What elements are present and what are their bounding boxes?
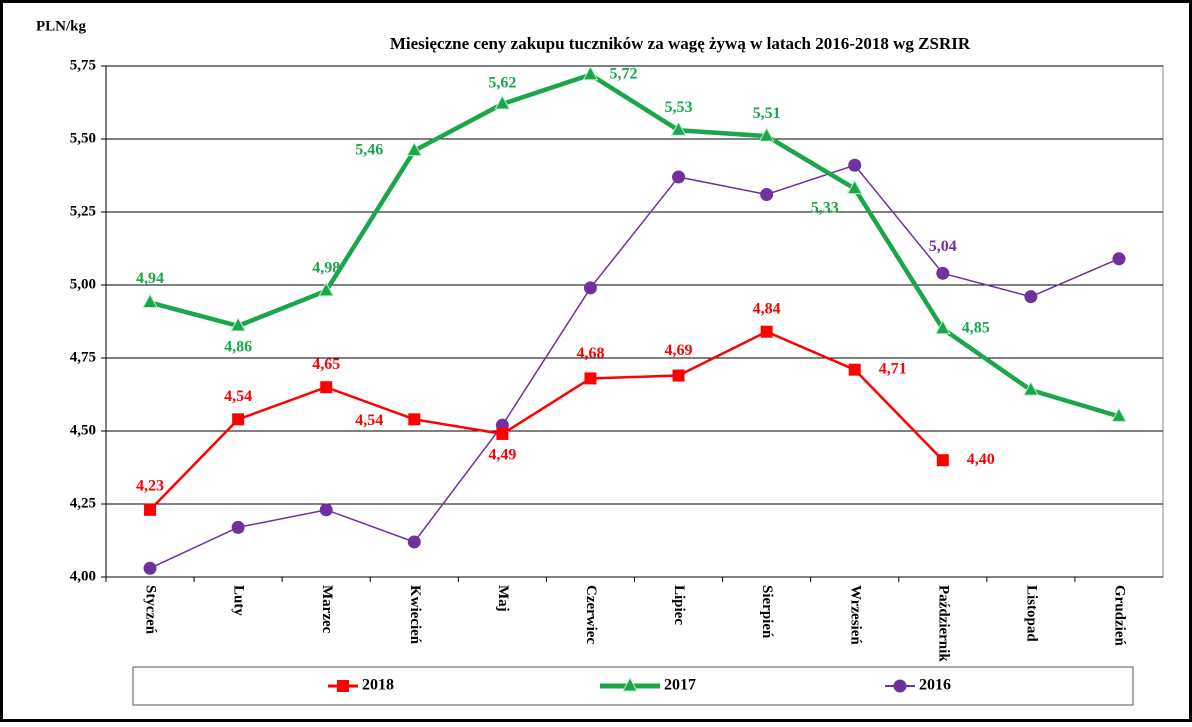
marker [319, 503, 333, 517]
marker [144, 503, 157, 516]
marker [584, 372, 597, 385]
data-label: 5,46 [355, 141, 383, 158]
marker [1023, 381, 1039, 396]
marker [407, 535, 421, 549]
marker [494, 94, 511, 110]
marker [1112, 252, 1126, 266]
marker [582, 65, 599, 81]
data-label: 4,98 [312, 260, 340, 277]
data-label: 5,72 [609, 65, 637, 82]
marker [670, 121, 687, 136]
chart-title: Miesięczne ceny zakupu tuczników za wagę… [390, 34, 971, 53]
y-tick-label: 5,50 [70, 130, 96, 146]
data-label: 5,51 [753, 105, 781, 122]
legend-marker [337, 680, 349, 692]
y-tick-label: 4,25 [70, 495, 96, 511]
marker [142, 293, 158, 309]
legend-label: 2017 [664, 677, 696, 694]
x-labels: Styczeń Luty Marzec Kwiecień Maj Czerwiec Lipi… [143, 585, 1128, 662]
marker [848, 363, 861, 376]
y-tick-label: 4,50 [70, 422, 96, 438]
marker [143, 561, 157, 575]
marker [846, 179, 863, 195]
marker [408, 413, 421, 426]
marker [672, 369, 685, 382]
data-label: 4,86 [224, 339, 252, 356]
data-label: 4,71 [879, 360, 907, 377]
data-label: 4,65 [312, 356, 340, 373]
data-label: 4,85 [962, 319, 990, 336]
data-label: 4,94 [136, 270, 164, 287]
marker [760, 325, 773, 338]
x-tick-label: Kwiecień [407, 585, 423, 645]
data-label: 5,33 [811, 199, 839, 216]
legend-marker [622, 676, 638, 692]
x-tick-label: Lipiec [671, 585, 687, 625]
x-tick-label: Październik [935, 585, 951, 662]
marker [496, 427, 509, 440]
x-tick-label: Grudzień [1112, 585, 1128, 646]
marker [760, 187, 774, 201]
marker [583, 281, 597, 295]
y-axis-label: PLN/kg [36, 18, 87, 34]
legend-marker [893, 679, 907, 693]
data-label: 4,23 [136, 478, 164, 495]
marker [936, 266, 950, 280]
x-tick-label: Sierpień [759, 585, 775, 639]
x-tick-label: Luty [231, 585, 247, 616]
data-label: 5,53 [665, 99, 693, 116]
marker [934, 319, 951, 335]
marker [672, 170, 686, 184]
marker [848, 158, 862, 172]
y-tick-label: 4,00 [70, 568, 96, 584]
y-tick-label: 5,00 [70, 276, 96, 292]
data-label: 4,68 [576, 345, 604, 362]
series-line [149, 164, 1120, 569]
marker [936, 454, 949, 467]
marker [320, 381, 333, 394]
marker [406, 141, 423, 157]
x-tick-label: Listopad [1023, 585, 1039, 642]
y-tick-label: 5,75 [70, 57, 96, 73]
data-label: 4,69 [665, 342, 693, 359]
series-line [149, 72, 1120, 419]
marker [318, 281, 335, 297]
marker [1111, 407, 1127, 422]
x-tick-label: Czerwiec [583, 585, 599, 644]
x-tick-label: Maj [495, 585, 511, 612]
data-label: 5,62 [488, 75, 516, 92]
marker [758, 127, 775, 142]
x-tick-label: Styczeń [143, 585, 159, 635]
legend-label: 2018 [362, 677, 394, 694]
data-label: 4,84 [753, 300, 781, 317]
data-label: 5,04 [929, 238, 957, 255]
marker [1024, 290, 1038, 304]
marker [231, 520, 245, 534]
legend-label: 2016 [919, 677, 951, 694]
data-label: 4,54 [224, 388, 252, 405]
series-line [149, 330, 944, 511]
x-tick-label: Marzec [319, 585, 335, 634]
data-label: 4,49 [488, 447, 516, 464]
x-tick-label: Wrzesień [847, 585, 863, 645]
data-label: 4,54 [355, 412, 383, 429]
data-label: 4,40 [967, 451, 995, 468]
marker [230, 316, 246, 332]
marker [232, 413, 245, 426]
y-tick-label: 4,75 [70, 349, 96, 365]
y-tick-label: 5,25 [70, 203, 96, 219]
